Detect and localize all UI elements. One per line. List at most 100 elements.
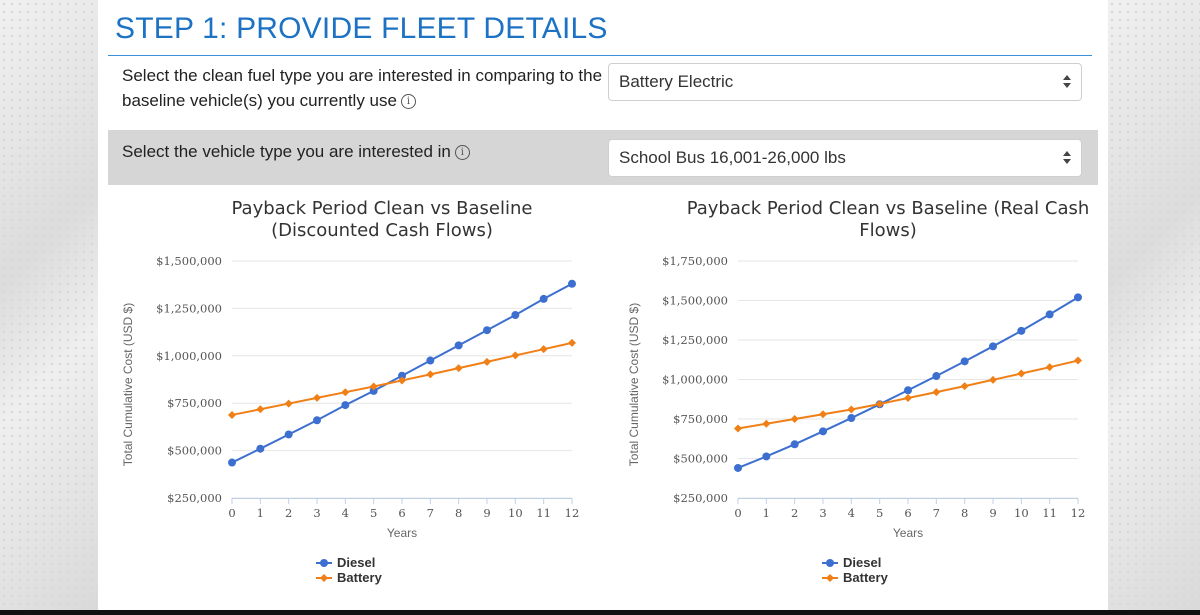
x-tick-label: 8 xyxy=(961,506,968,520)
data-point-diesel xyxy=(819,427,827,436)
y-tick-label: $1,750,000 xyxy=(662,254,728,268)
data-point-battery xyxy=(932,388,941,397)
data-point-battery xyxy=(426,370,435,379)
vehicle-type-label: Select the vehicle type you are interest… xyxy=(122,139,470,164)
vehicle-type-label-text: Select the vehicle type you are interest… xyxy=(122,142,451,161)
fuel-type-label: Select the clean fuel type you are inter… xyxy=(122,63,607,113)
y-tick-label: $1,250,000 xyxy=(662,333,728,347)
data-point-diesel xyxy=(426,356,435,365)
x-tick-label: 8 xyxy=(455,506,462,520)
legend-marker-diesel xyxy=(826,559,834,567)
x-axis-label: Years xyxy=(893,526,923,540)
fuel-type-select[interactable]: Battery Electric xyxy=(608,63,1082,101)
series-line-diesel xyxy=(737,296,1079,469)
x-tick-label: 11 xyxy=(536,506,551,520)
x-tick-label: 2 xyxy=(791,506,798,520)
data-point-diesel xyxy=(762,452,771,461)
x-tick-label: 4 xyxy=(848,506,855,520)
data-point-diesel xyxy=(734,463,742,472)
data-point-diesel xyxy=(511,311,520,320)
data-point-diesel xyxy=(1017,326,1026,335)
data-point-battery xyxy=(1045,363,1054,372)
x-tick-label: 3 xyxy=(313,506,320,520)
chart-discounted: Payback Period Clean vs Baseline (Discoun… xyxy=(110,190,590,610)
x-tick-label: 7 xyxy=(427,506,434,520)
data-point-diesel xyxy=(989,342,997,351)
legend-item-diesel: Diesel xyxy=(337,555,375,570)
chart-real-svg: Payback Period Clean vs Baseline (Real C… xyxy=(627,198,1090,585)
x-tick-label: 7 xyxy=(933,506,940,520)
y-tick-label: $750,000 xyxy=(167,396,222,410)
legend-item-battery: Battery xyxy=(337,570,383,585)
title-divider xyxy=(108,55,1092,56)
select-arrows-icon xyxy=(1063,72,1073,92)
x-tick-label: 9 xyxy=(483,506,490,520)
background-right xyxy=(1108,0,1200,615)
data-point-diesel xyxy=(284,430,293,439)
data-point-battery xyxy=(875,399,884,408)
info-icon[interactable]: i xyxy=(454,145,470,160)
x-tick-label: 10 xyxy=(1014,506,1029,520)
vehicle-type-selected: School Bus 16,001-26,000 lbs xyxy=(619,148,846,167)
x-tick-label: 10 xyxy=(508,506,523,520)
data-point-battery xyxy=(454,364,463,373)
x-tick-label: 2 xyxy=(285,506,292,520)
x-tick-label: 3 xyxy=(819,506,826,520)
chart-title: (Discounted Cash Flows) xyxy=(271,220,493,241)
x-tick-label: 5 xyxy=(876,506,883,520)
y-tick-label: $1,250,000 xyxy=(156,301,222,315)
x-tick-label: 12 xyxy=(1071,506,1086,520)
data-point-diesel xyxy=(369,386,378,395)
legend-marker-diesel xyxy=(320,559,328,567)
data-point-battery xyxy=(398,376,406,385)
data-point-diesel xyxy=(454,341,463,350)
fuel-type-selected: Battery Electric xyxy=(619,72,734,91)
data-point-battery xyxy=(790,415,799,423)
data-point-diesel xyxy=(398,371,406,380)
info-icon[interactable]: i xyxy=(400,94,416,109)
y-tick-label: $250,000 xyxy=(167,491,222,505)
page-title: STEP 1: PROVIDE FLEET DETAILS xyxy=(115,12,608,45)
data-point-diesel xyxy=(483,326,491,335)
legend-item-diesel: Diesel xyxy=(843,555,881,570)
data-point-diesel xyxy=(1074,293,1082,302)
x-tick-label: 9 xyxy=(989,506,996,520)
data-point-diesel xyxy=(1045,310,1054,319)
x-tick-label: 0 xyxy=(734,506,741,520)
x-tick-label: 6 xyxy=(398,506,405,520)
select-arrows-icon xyxy=(1063,148,1073,168)
legend-item-battery: Battery xyxy=(843,570,889,585)
data-point-battery xyxy=(483,357,491,366)
data-point-diesel xyxy=(539,294,548,303)
vehicle-type-select[interactable]: School Bus 16,001-26,000 lbs xyxy=(608,139,1082,177)
data-point-battery xyxy=(762,419,771,428)
x-tick-label: 4 xyxy=(342,506,349,520)
data-point-battery xyxy=(341,388,350,397)
bottom-bar xyxy=(0,610,1200,615)
y-tick-label: $1,500,000 xyxy=(156,254,222,268)
fuel-type-label-text: Select the clean fuel type you are inter… xyxy=(122,66,603,110)
data-point-diesel xyxy=(932,372,941,381)
data-point-battery xyxy=(369,382,378,391)
data-point-battery xyxy=(1074,356,1082,365)
data-point-battery xyxy=(847,405,856,414)
data-point-diesel xyxy=(847,414,856,423)
data-point-battery xyxy=(734,424,742,433)
chart-discounted-svg: Payback Period Clean vs Baseline(Discoun… xyxy=(121,198,580,585)
x-tick-label: 6 xyxy=(904,506,911,520)
data-point-battery xyxy=(904,393,912,402)
main-panel: STEP 1: PROVIDE FLEET DETAILS Select the… xyxy=(98,0,1108,615)
chart-title: Payback Period Clean vs Baseline (Real C… xyxy=(687,198,1090,219)
y-tick-label: $750,000 xyxy=(673,412,728,426)
chart-title: Flows) xyxy=(859,220,917,241)
y-axis-label: Total Cumulative Cost (USD $) xyxy=(627,303,641,466)
x-tick-label: 12 xyxy=(565,506,580,520)
data-point-diesel xyxy=(790,440,799,449)
data-point-diesel xyxy=(256,444,265,453)
data-point-battery xyxy=(228,410,236,419)
data-point-diesel xyxy=(228,458,236,467)
data-point-battery xyxy=(284,399,293,408)
data-point-diesel xyxy=(960,357,969,366)
data-point-battery xyxy=(539,345,548,354)
data-point-battery xyxy=(511,351,520,360)
